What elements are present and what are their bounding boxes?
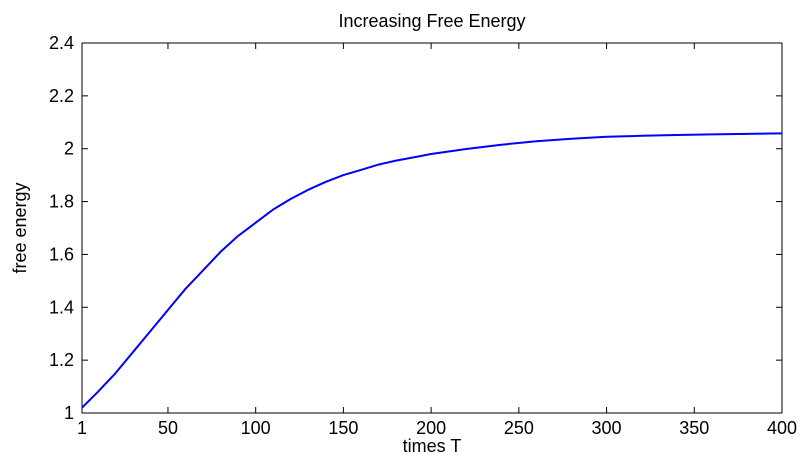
x-axis: 1 50 100 150 200 250 300 350 400 bbox=[77, 43, 797, 438]
x-tick-label: 400 bbox=[767, 418, 797, 438]
x-axis-title: times T bbox=[403, 436, 462, 456]
plot-frame bbox=[81, 42, 783, 414]
series-group bbox=[81, 132, 783, 409]
y-tick-label: 1.6 bbox=[49, 244, 74, 264]
y-tick-label: 2.2 bbox=[49, 86, 74, 106]
series-line bbox=[81, 132, 783, 409]
plot-area-border bbox=[81, 42, 783, 414]
x-tick-label: 50 bbox=[158, 418, 178, 438]
y-tick-label: 2.4 bbox=[49, 33, 74, 53]
chart-title: Increasing Free Energy bbox=[338, 11, 525, 31]
y-axis: 1 1.2 1.4 1.6 1.8 2 2.2 2.4 bbox=[49, 33, 782, 423]
y-axis-title: free energy bbox=[10, 182, 30, 273]
x-tick-label: 300 bbox=[592, 418, 622, 438]
y-tick-label: 1.2 bbox=[49, 350, 74, 370]
y-tick-label: 1.4 bbox=[49, 297, 74, 317]
x-tick-label: 250 bbox=[504, 418, 534, 438]
x-tick-label: 100 bbox=[241, 418, 271, 438]
y-tick-label: 1 bbox=[64, 403, 74, 423]
x-tick-label: 350 bbox=[679, 418, 709, 438]
x-tick-label: 200 bbox=[416, 418, 446, 438]
x-tick-label: 150 bbox=[328, 418, 358, 438]
y-tick-label: 1.8 bbox=[49, 192, 74, 212]
y-tick-label: 2 bbox=[64, 139, 74, 159]
x-tick-label: 1 bbox=[77, 418, 87, 438]
